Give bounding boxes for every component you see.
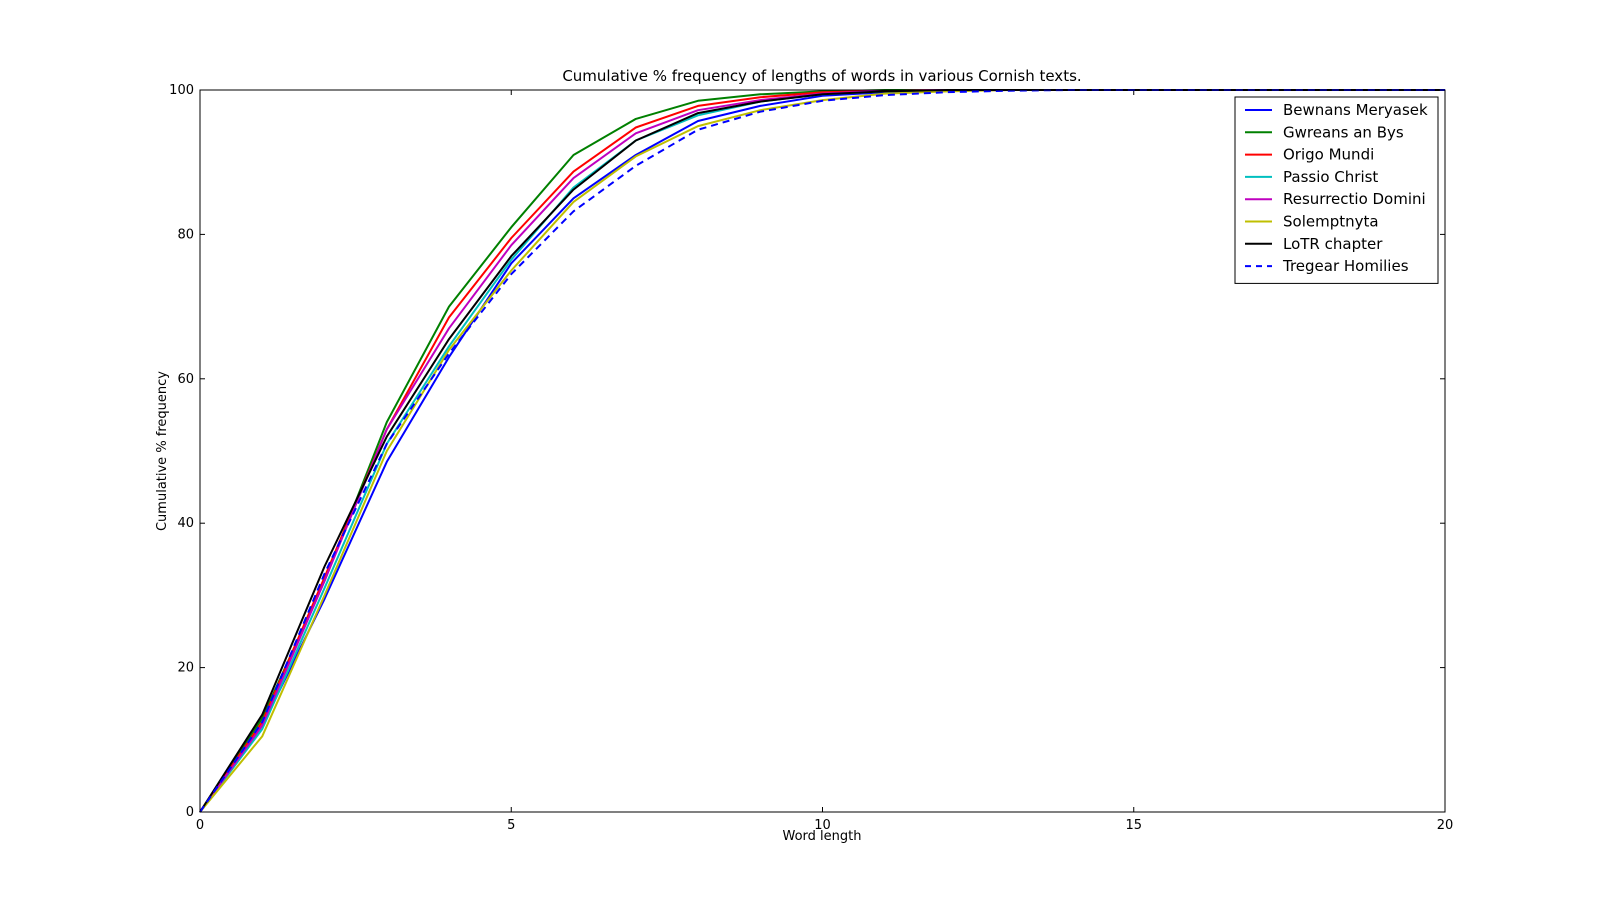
legend: Bewnans Meryasek Gwreans an Bys Origo Mund… — [1234, 96, 1439, 284]
legend-label: Resurrectio Domini — [1283, 190, 1426, 208]
y-axis-label: Cumulative % frequency — [155, 371, 170, 531]
y-tick-label: 80 — [177, 227, 194, 242]
y-tick-label: 100 — [169, 83, 194, 98]
legend-label: LoTR chapter — [1283, 235, 1383, 253]
x-tick-label: 5 — [507, 818, 515, 833]
x-tick-label: 10 — [814, 818, 831, 833]
legend-label: Origo Mundi — [1283, 146, 1374, 164]
chart-title: Cumulative % frequency of lengths of wor… — [562, 67, 1081, 85]
y-tick-label: 40 — [177, 516, 194, 531]
x-tick-label: 15 — [1125, 818, 1142, 833]
legend-label: Gwreans an Bys — [1283, 123, 1404, 141]
x-tick-label: 20 — [1437, 818, 1454, 833]
y-tick-label: 0 — [186, 805, 194, 820]
x-axis-label: Word length — [783, 829, 862, 844]
axis-ticks: 0 5 10 15 20 0 20 40 60 80 100 — [169, 83, 1453, 833]
plot-frame — [199, 89, 1446, 813]
y-tick-label: 60 — [177, 372, 194, 387]
y-tick-label: 20 — [177, 661, 194, 676]
legend-label: Bewnans Meryasek — [1283, 101, 1428, 119]
x-tick-label: 0 — [196, 818, 204, 833]
legend-label: Passio Christ — [1283, 168, 1378, 186]
legend-label: Tregear Homilies — [1282, 257, 1409, 275]
legend-box — [1234, 96, 1439, 284]
legend-label: Solemptnyta — [1283, 213, 1379, 231]
